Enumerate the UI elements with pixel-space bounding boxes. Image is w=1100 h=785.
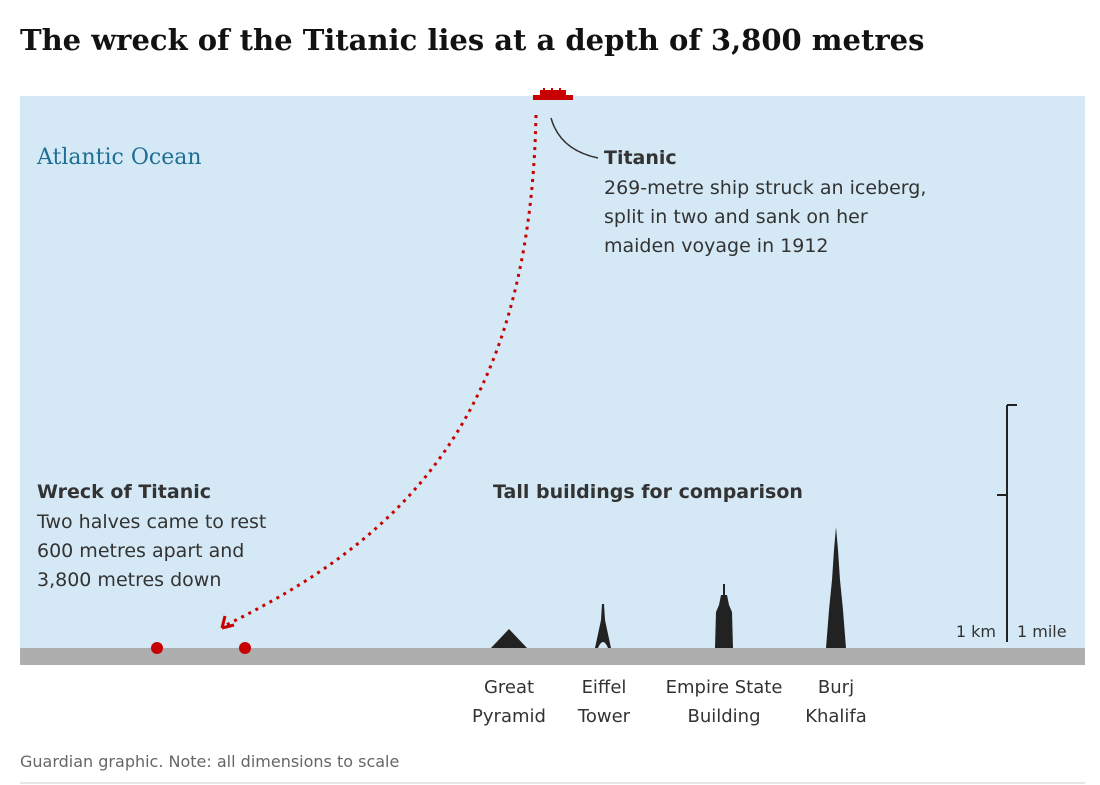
building-name: Great [484,677,534,698]
scale-bar [997,404,1017,642]
scale-mile: 1 mile [1017,622,1067,641]
titanic-desc: maiden voyage in 1912 [604,235,829,257]
wreck-label: Wreck of Titanic [37,481,211,503]
building-name: Empire State [666,677,783,698]
title: The wreck of the Titanic lies at a depth… [20,23,924,57]
ship [533,88,573,100]
ocean [20,96,1085,648]
wreck-half [151,642,163,654]
leader-line [550,117,599,159]
eiffel-tower [595,604,611,648]
building-name: Eiffel [582,677,627,698]
arrow-head [220,615,235,630]
titanic-label: Titanic [604,147,677,169]
seabed [20,648,1085,665]
wreck-desc: Two halves came to rest [36,511,266,533]
building-name: Burj [818,677,854,698]
pyramid [491,629,527,648]
scale-km: 1 km [956,622,996,641]
buildings-title: Tall buildings for comparison [493,481,803,503]
burj-khalifa [826,527,846,648]
building-name: Tower [577,706,631,727]
footer: Guardian graphic. Note: all dimensions t… [20,752,399,771]
wreck-desc: 600 metres apart and [37,540,244,562]
ocean-label: Atlantic Ocean [36,145,202,170]
wreck-half [239,642,251,654]
building-name: Khalifa [805,706,867,727]
titanic-desc: 269-metre ship struck an iceberg, [604,177,926,199]
empire-state [715,584,733,648]
building-name: Pyramid [472,706,546,727]
titanic-desc: split in two and sank on her [604,206,868,228]
wreck-desc: 3,800 metres down [37,569,221,591]
building-name: Building [687,706,760,727]
